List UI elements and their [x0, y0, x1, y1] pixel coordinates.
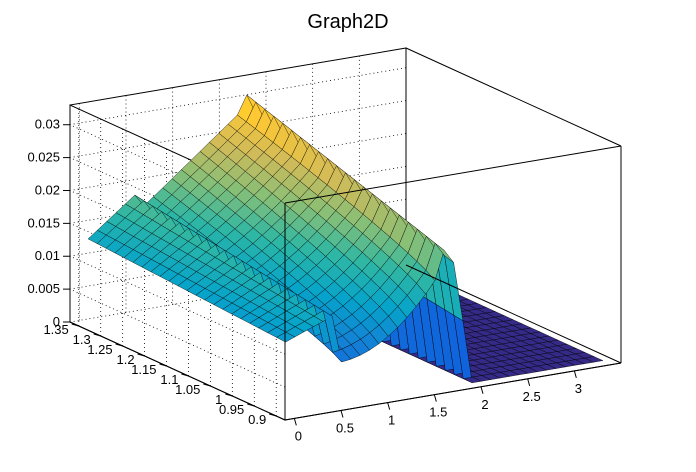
y-axis-line: [69, 321, 286, 421]
x-tick: [480, 386, 484, 394]
x-tick-label: 2: [481, 397, 488, 412]
y-tick: [225, 393, 233, 397]
z-tick-label: 0.025: [27, 150, 60, 165]
z-tick-label: 0.01: [35, 248, 60, 263]
surface-layer: [87, 94, 604, 384]
z-tick-label: 0: [53, 314, 60, 329]
x-tick-label: 0.5: [336, 421, 354, 436]
y-tick-label: 1: [215, 392, 222, 407]
x-tick: [293, 418, 297, 426]
x-tick-label: 2.5: [523, 389, 541, 404]
x-tick: [573, 370, 577, 379]
box-edge: [405, 264, 622, 364]
y-tick: [203, 383, 211, 387]
z-tick-label: 0.03: [35, 117, 60, 132]
y-tick: [159, 363, 167, 367]
x-tick: [433, 394, 437, 402]
chart-title: Graph2D: [307, 11, 388, 33]
x-tick: [527, 378, 531, 386]
y-tick-label: 1.3: [73, 332, 91, 347]
y-tick: [71, 323, 79, 327]
y-tick: [115, 343, 123, 347]
tick-layer: 00.511.522.530.90.9511.051.11.151.21.251…: [27, 105, 622, 443]
box-edge: [284, 145, 622, 204]
y-tick-label: 1.15: [131, 362, 156, 377]
y-tick-label: 1.35: [43, 322, 68, 337]
x-tick-label: 3: [575, 381, 582, 396]
y-tick-label: 0.95: [219, 402, 244, 417]
y-tick: [247, 403, 255, 407]
x-tick-label: 1: [388, 413, 395, 428]
y-tick: [93, 333, 101, 337]
y-tick-label: 1.2: [117, 352, 135, 367]
x-tick-label: 1.5: [429, 405, 447, 420]
z-tick-label: 0.005: [27, 281, 60, 296]
y-tick-label: 1.05: [175, 382, 200, 397]
y-tick-label: 1.25: [87, 342, 112, 357]
x-tick-label: 0: [295, 428, 302, 443]
z-tick-label: 0.015: [27, 215, 60, 230]
box-edge: [405, 47, 622, 147]
y-tick: [269, 413, 277, 417]
x-tick: [340, 410, 344, 418]
y-tick-label: 0.9: [248, 412, 266, 427]
x-tick: [387, 402, 391, 410]
surface-patch: [583, 356, 604, 363]
y-tick-label: 1.1: [160, 372, 178, 387]
y-tick: [137, 353, 145, 357]
z-tick-label: 0.02: [35, 182, 60, 197]
y-tick: [181, 373, 189, 377]
